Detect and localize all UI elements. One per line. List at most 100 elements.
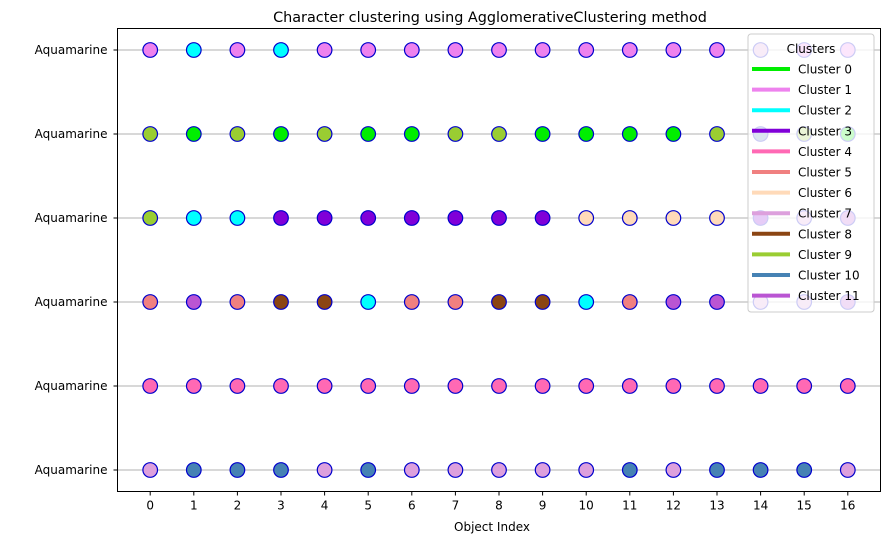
data-point	[185, 42, 202, 58]
data-point	[534, 42, 551, 58]
data-point	[534, 378, 551, 394]
data-point	[360, 42, 377, 58]
legend-label: Cluster 9	[798, 248, 852, 262]
data-point	[709, 42, 725, 58]
data-point	[709, 126, 725, 142]
data-point	[142, 294, 159, 310]
data-point	[491, 378, 507, 394]
legend-box	[747, 33, 875, 313]
data-point	[709, 378, 725, 394]
data-point	[360, 126, 377, 142]
data-point	[142, 462, 159, 478]
legend-label: Cluster 7	[798, 207, 852, 221]
data-point	[621, 126, 638, 142]
data-point	[185, 126, 202, 142]
data-point	[665, 126, 682, 142]
x-tick-label: 12	[666, 499, 681, 513]
data-point	[273, 210, 289, 226]
data-point	[621, 462, 638, 478]
data-point	[491, 126, 507, 142]
data-point	[839, 462, 856, 478]
data-point	[229, 42, 246, 58]
data-point	[273, 294, 289, 310]
data-point	[447, 42, 464, 58]
data-point	[491, 42, 507, 58]
data-point	[403, 210, 420, 226]
data-point	[578, 378, 595, 394]
y-tick-label: Aquamarine	[35, 211, 108, 225]
x-tick-label: 5	[364, 499, 372, 513]
x-tick-label: 8	[495, 499, 503, 513]
legend-label: Cluster 4	[798, 145, 852, 159]
data-point	[360, 378, 377, 394]
data-point	[709, 294, 725, 310]
data-point	[142, 126, 159, 142]
data-point	[665, 378, 682, 394]
legend-label: Cluster 10	[798, 269, 860, 283]
data-point	[316, 42, 333, 58]
legend-label: Cluster 6	[798, 186, 852, 200]
x-tick-label: 1	[190, 499, 198, 513]
data-point	[360, 294, 377, 310]
data-point	[316, 462, 333, 478]
data-point	[447, 294, 464, 310]
data-point	[316, 126, 333, 142]
y-tick-label: Aquamarine	[35, 127, 108, 141]
data-point	[403, 378, 420, 394]
y-axis: Aquamarine Aquamarine Aquamarine Aquamarine…	[35, 43, 118, 477]
data-point	[534, 210, 551, 226]
data-point	[578, 42, 595, 58]
data-point	[403, 294, 420, 310]
data-points	[142, 42, 856, 478]
x-tick-label: 14	[753, 499, 768, 513]
data-point	[665, 462, 682, 478]
data-point	[273, 462, 289, 478]
data-point	[316, 210, 333, 226]
data-point	[229, 378, 246, 394]
x-tick-label: 9	[539, 499, 547, 513]
legend-label: Cluster 0	[798, 63, 852, 77]
data-point	[447, 462, 464, 478]
data-point	[360, 462, 377, 478]
legend: Clusters Cluster 0 Cluster 1 Cluster 2 Clus…	[747, 33, 875, 313]
x-tick-label: 13	[709, 499, 724, 513]
data-point	[142, 210, 159, 226]
legend-label: Cluster 1	[798, 83, 852, 97]
legend-label: Cluster 3	[798, 124, 852, 138]
data-point	[665, 42, 682, 58]
data-point	[229, 126, 246, 142]
y-tick-label: Aquamarine	[35, 379, 108, 393]
data-point	[709, 462, 725, 478]
data-point	[752, 462, 769, 478]
data-point	[709, 210, 725, 226]
legend-title: Clusters	[787, 42, 836, 56]
data-point	[752, 378, 769, 394]
data-point	[578, 126, 595, 142]
data-point	[185, 294, 202, 310]
chart-title: Character clustering using Agglomerative…	[273, 10, 707, 26]
legend-label: Cluster 2	[798, 104, 852, 118]
data-point	[534, 462, 551, 478]
data-point	[403, 42, 420, 58]
data-point	[447, 378, 464, 394]
data-point	[665, 294, 682, 310]
data-point	[796, 462, 813, 478]
data-point	[578, 462, 595, 478]
data-point	[665, 210, 682, 226]
data-point	[534, 126, 551, 142]
y-tick-label: Aquamarine	[35, 43, 108, 57]
x-tick-label: 7	[452, 499, 460, 513]
data-point	[491, 462, 507, 478]
legend-label: Cluster 5	[798, 166, 852, 180]
data-point	[142, 42, 159, 58]
data-point	[142, 378, 159, 394]
data-point	[578, 210, 595, 226]
data-point	[839, 378, 856, 394]
data-point	[621, 42, 638, 58]
y-tick-label: Aquamarine	[35, 463, 108, 477]
x-axis: 0 1 2 3 4 5 6 7 8 9 10 11 12 13 14 15 16	[146, 491, 855, 513]
x-tick-label: 4	[321, 499, 329, 513]
data-point	[185, 462, 202, 478]
data-point	[447, 126, 464, 142]
